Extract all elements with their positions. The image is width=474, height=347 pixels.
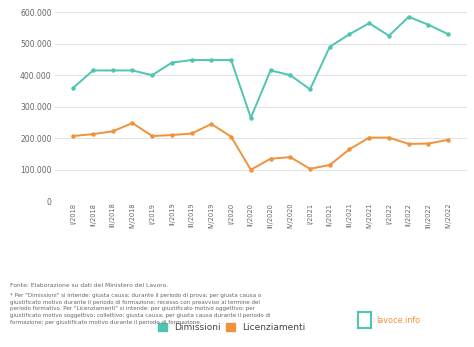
Text: * Per "Dimissioni" si intende: giusta causa; durante il periodo di prova; per gi: * Per "Dimissioni" si intende: giusta ca…	[10, 293, 271, 324]
Text: Fonte: Elaborazione su dati del Ministero del Lavoro.: Fonte: Elaborazione su dati del Minister…	[10, 283, 169, 288]
Legend: Dimissioni, Licenziamenti: Dimissioni, Licenziamenti	[158, 323, 306, 332]
Text: lavoce.info: lavoce.info	[376, 316, 420, 325]
